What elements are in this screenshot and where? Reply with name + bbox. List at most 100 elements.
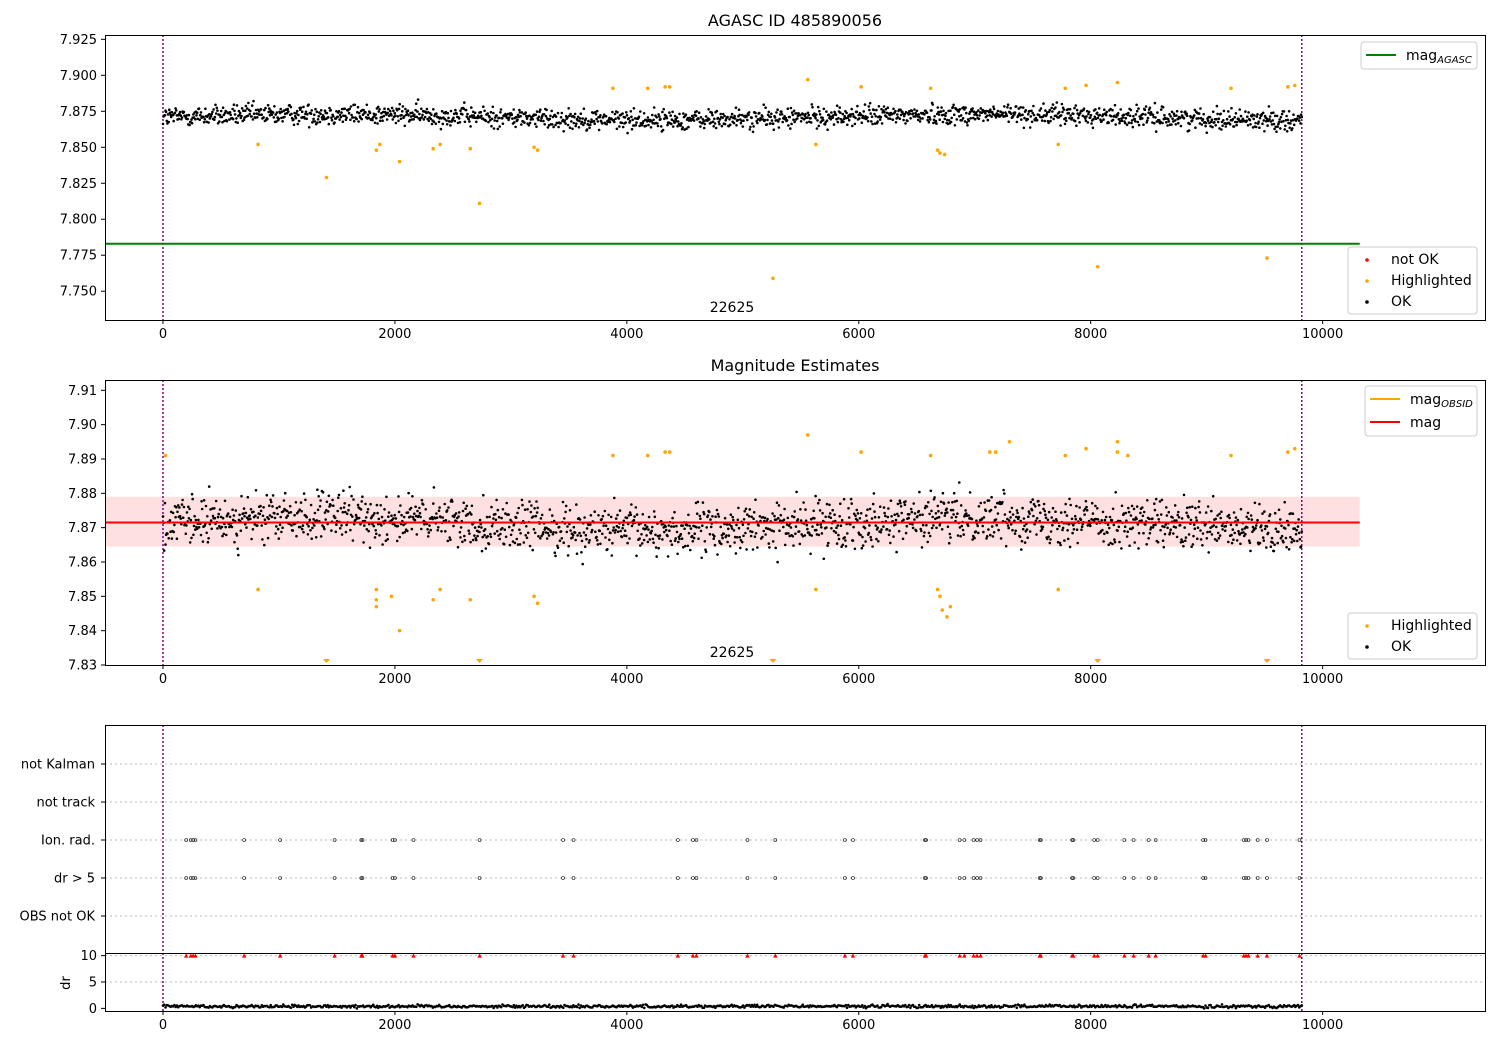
magnitude-estimates-ok-point [882, 506, 886, 509]
agasc-panel-ok-point [482, 105, 485, 108]
magnitude-estimates-ok-point [1197, 505, 1200, 509]
magnitude-estimates-ok-point [908, 513, 911, 516]
magnitude-estimates-ok-point [1194, 516, 1198, 519]
agasc-panel-ok-point [257, 110, 261, 113]
magnitude-estimates-ok-point [565, 530, 569, 534]
agasc-panel-ok-point [1213, 121, 1216, 124]
agasc-panel-ok-point [1184, 110, 1187, 113]
magnitude-estimates-ok-point [342, 489, 345, 493]
magnitude-estimates-ok-point [842, 497, 846, 501]
agasc-panel-ok-point [1040, 119, 1044, 122]
magnitude-estimates-ok-point [962, 533, 965, 536]
dr-capped-marker [690, 953, 696, 958]
magnitude-estimates-ok-point [575, 552, 579, 555]
agasc-panel-ok-point [499, 111, 502, 114]
magnitude-estimates-ok-point [1163, 532, 1167, 536]
agasc-panel-ok-point [698, 120, 702, 124]
magnitude-estimates-highlighted-point [814, 587, 818, 592]
magnitude-estimates-ok-point [175, 506, 178, 509]
agasc-panel-ok-point [1273, 114, 1277, 118]
magnitude-estimates-ok-point [947, 541, 951, 545]
agasc-panel-ok-point [1252, 117, 1255, 121]
magnitude-estimates-ok-point [260, 524, 264, 527]
magnitude-estimates-ok-point [1013, 519, 1016, 523]
agasc-panel-ok-point [1275, 130, 1278, 133]
magnitude-estimates-ok-point [923, 531, 926, 534]
magnitude-estimates-ok-point [340, 524, 343, 527]
magnitude-estimates-ok-point [283, 491, 287, 495]
dr-point [499, 1005, 503, 1009]
dr-point [1209, 1003, 1212, 1007]
agasc-panel-ok-point [1159, 108, 1163, 111]
clipped-low-marker [1094, 659, 1102, 663]
magnitude-estimates-ok-point [1147, 537, 1150, 540]
magnitude-estimates-ok-point [1237, 529, 1240, 533]
magnitude-estimates-ok-point [1287, 523, 1290, 527]
flag-marker [1039, 876, 1043, 880]
agasc-panel-ok-point [604, 115, 608, 118]
magnitude-estimates-ok-point [853, 547, 857, 551]
magnitude-estimates-ytick-label: 7.87 [68, 521, 97, 536]
agasc-panel-ok-point [1234, 112, 1238, 115]
agasc-panel-ok-point [1146, 116, 1150, 120]
magnitude-estimates-ok-point [754, 498, 757, 502]
dr-point [904, 1003, 907, 1007]
magnitude-estimates-ok-point [928, 534, 932, 538]
magnitude-estimates-ok-point [959, 504, 963, 507]
dr-point [202, 1003, 205, 1007]
agasc-panel-ok-point [386, 111, 390, 115]
dr-point [1151, 1003, 1154, 1007]
magnitude-estimates-ok-point [1074, 517, 1078, 521]
agasc-panel-ok-point [475, 120, 478, 124]
agasc-panel-ok-point [1170, 123, 1173, 126]
dr-point [1014, 1003, 1017, 1007]
magnitude-estimates-ok-point [708, 532, 712, 536]
magnitude-estimates-ok-point [1072, 528, 1076, 531]
magnitude-estimates-ok-point [625, 534, 628, 538]
agasc-panel-ok-point [516, 113, 520, 117]
magnitude-estimates-ok-point [941, 491, 945, 495]
agasc-panel-ok-point [207, 113, 211, 116]
magnitude-estimates-ok-point [1147, 517, 1151, 521]
agasc-panel-ok-point [170, 110, 174, 114]
magnitude-estimates-ok-point [630, 524, 634, 528]
magnitude-estimates-highlighted-point [468, 597, 473, 602]
magnitude-estimates-ok-point [221, 534, 224, 538]
magnitude-estimates-ok-point [1054, 518, 1058, 521]
magnitude-estimates-ok-point [1164, 523, 1167, 526]
agasc-panel-ok-point [167, 120, 170, 124]
magnitude-estimates-ok-point [973, 536, 976, 540]
agasc-panel-ok-point [997, 113, 1000, 116]
magnitude-estimates-ok-point [1058, 541, 1062, 545]
dr-point [355, 1007, 359, 1010]
agasc-panel-ok-point [658, 115, 661, 118]
magnitude-estimates-ok-point [1026, 536, 1029, 539]
magnitude-estimates-ok-point [1049, 538, 1052, 541]
agasc-panel-ok-point [195, 114, 198, 117]
agasc-panel-ok-point [491, 105, 495, 109]
magnitude-estimates-ok-point [1294, 532, 1298, 536]
magnitude-estimates-ok-point [675, 530, 679, 534]
agasc-panel-ok-point [1111, 108, 1114, 112]
magnitude-estimates-ok-point [1210, 509, 1213, 513]
flag-marker [189, 876, 193, 880]
magnitude-estimates-ok-point [373, 536, 377, 539]
magnitude-estimates-ok-point [562, 541, 565, 544]
magnitude-estimates-ok-point [437, 509, 441, 512]
magnitude-estimates-ok-point [918, 513, 922, 517]
agasc-panel-ok-point [632, 107, 636, 110]
magnitude-estimates-ok-point [994, 518, 998, 521]
magnitude-estimates-ok-point [557, 525, 561, 529]
agasc-panel-ok-point [656, 124, 660, 128]
magnitude-estimates-ok-point [224, 525, 227, 529]
agasc-panel-ok-point [588, 126, 591, 130]
agasc-panel-ok-point [935, 122, 938, 125]
magnitude-estimates-ok-point [1169, 528, 1172, 531]
agasc-panel-ok-point [1204, 124, 1207, 128]
magnitude-estimates-ok-point [466, 512, 470, 516]
agasc-panel-ok-point [1261, 111, 1265, 115]
magnitude-estimates-ok-point [980, 517, 984, 520]
magnitude-estimates-ok-point [488, 515, 491, 519]
agasc-panel-ok-point [1285, 130, 1289, 133]
